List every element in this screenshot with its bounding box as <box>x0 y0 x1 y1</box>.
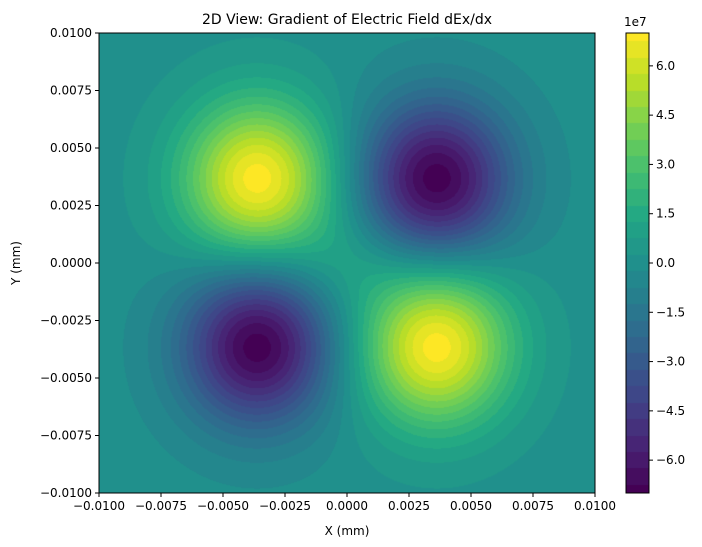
y-tick-label: 0.0100 <box>50 26 92 40</box>
x-tick-label: 0.0100 <box>574 499 616 513</box>
x-tick-label: 0.0050 <box>450 499 492 513</box>
x-tick-label: −0.0050 <box>197 499 249 513</box>
y-tick-label: 0.0050 <box>50 141 92 155</box>
x-tick-label: −0.0075 <box>135 499 187 513</box>
colorbar-tick-label: 4.5 <box>656 108 675 122</box>
y-tick-label: −0.0100 <box>40 486 92 500</box>
colorbar-multiplier: 1e7 <box>624 15 647 29</box>
x-tick-label: 0.0025 <box>388 499 430 513</box>
x-tick-label: −0.0100 <box>73 499 125 513</box>
colorbar-ticks: 6.0 4.5 3.0 1.5 0.0 −1.5 −3.0 −4.5 −6.0 <box>649 59 685 467</box>
plot-area <box>98 32 596 494</box>
heatmap-image <box>99 33 595 493</box>
y-tick-label: −0.0050 <box>40 371 92 385</box>
y-axis: −0.0100 −0.0075 −0.0050 −0.0025 0.0000 0.0025… <box>40 26 99 500</box>
colorbar-tick-label: −6.0 <box>656 453 685 467</box>
chart-title: 2D View: Gradient of Electric Field dEx/… <box>202 12 492 28</box>
colorbar-tick-label: 1.5 <box>656 207 675 221</box>
colorbar-tick-label: 3.0 <box>656 157 675 171</box>
colorbar: 6.0 4.5 3.0 1.5 0.0 −1.5 −3.0 −4.5 −6.0 1e7 <box>624 15 685 494</box>
y-tick-label: 0.0025 <box>50 199 92 213</box>
y-tick-label: 0.0075 <box>50 84 92 98</box>
x-tick-label: 0.0075 <box>512 499 554 513</box>
y-tick-label: −0.0075 <box>40 429 92 443</box>
colorbar-tick-label: 0.0 <box>656 256 675 270</box>
x-tick-label: −0.0025 <box>259 499 311 513</box>
y-axis-label: Y (mm) <box>9 241 23 286</box>
x-tick-label: 0.0000 <box>326 499 368 513</box>
y-tick-label: −0.0025 <box>40 314 92 328</box>
colorbar-gradient <box>626 33 649 493</box>
colorbar-tick-label: 6.0 <box>656 59 675 73</box>
colorbar-tick-label: −4.5 <box>656 404 685 418</box>
y-tick-label: 0.0000 <box>50 256 92 270</box>
x-axis-label: X (mm) <box>325 524 370 538</box>
colorbar-tick-label: −1.5 <box>656 305 685 319</box>
x-axis: −0.0100 −0.0075 −0.0050 −0.0025 0.0000 0.0025… <box>73 493 616 513</box>
colorbar-tick-label: −3.0 <box>656 355 685 369</box>
